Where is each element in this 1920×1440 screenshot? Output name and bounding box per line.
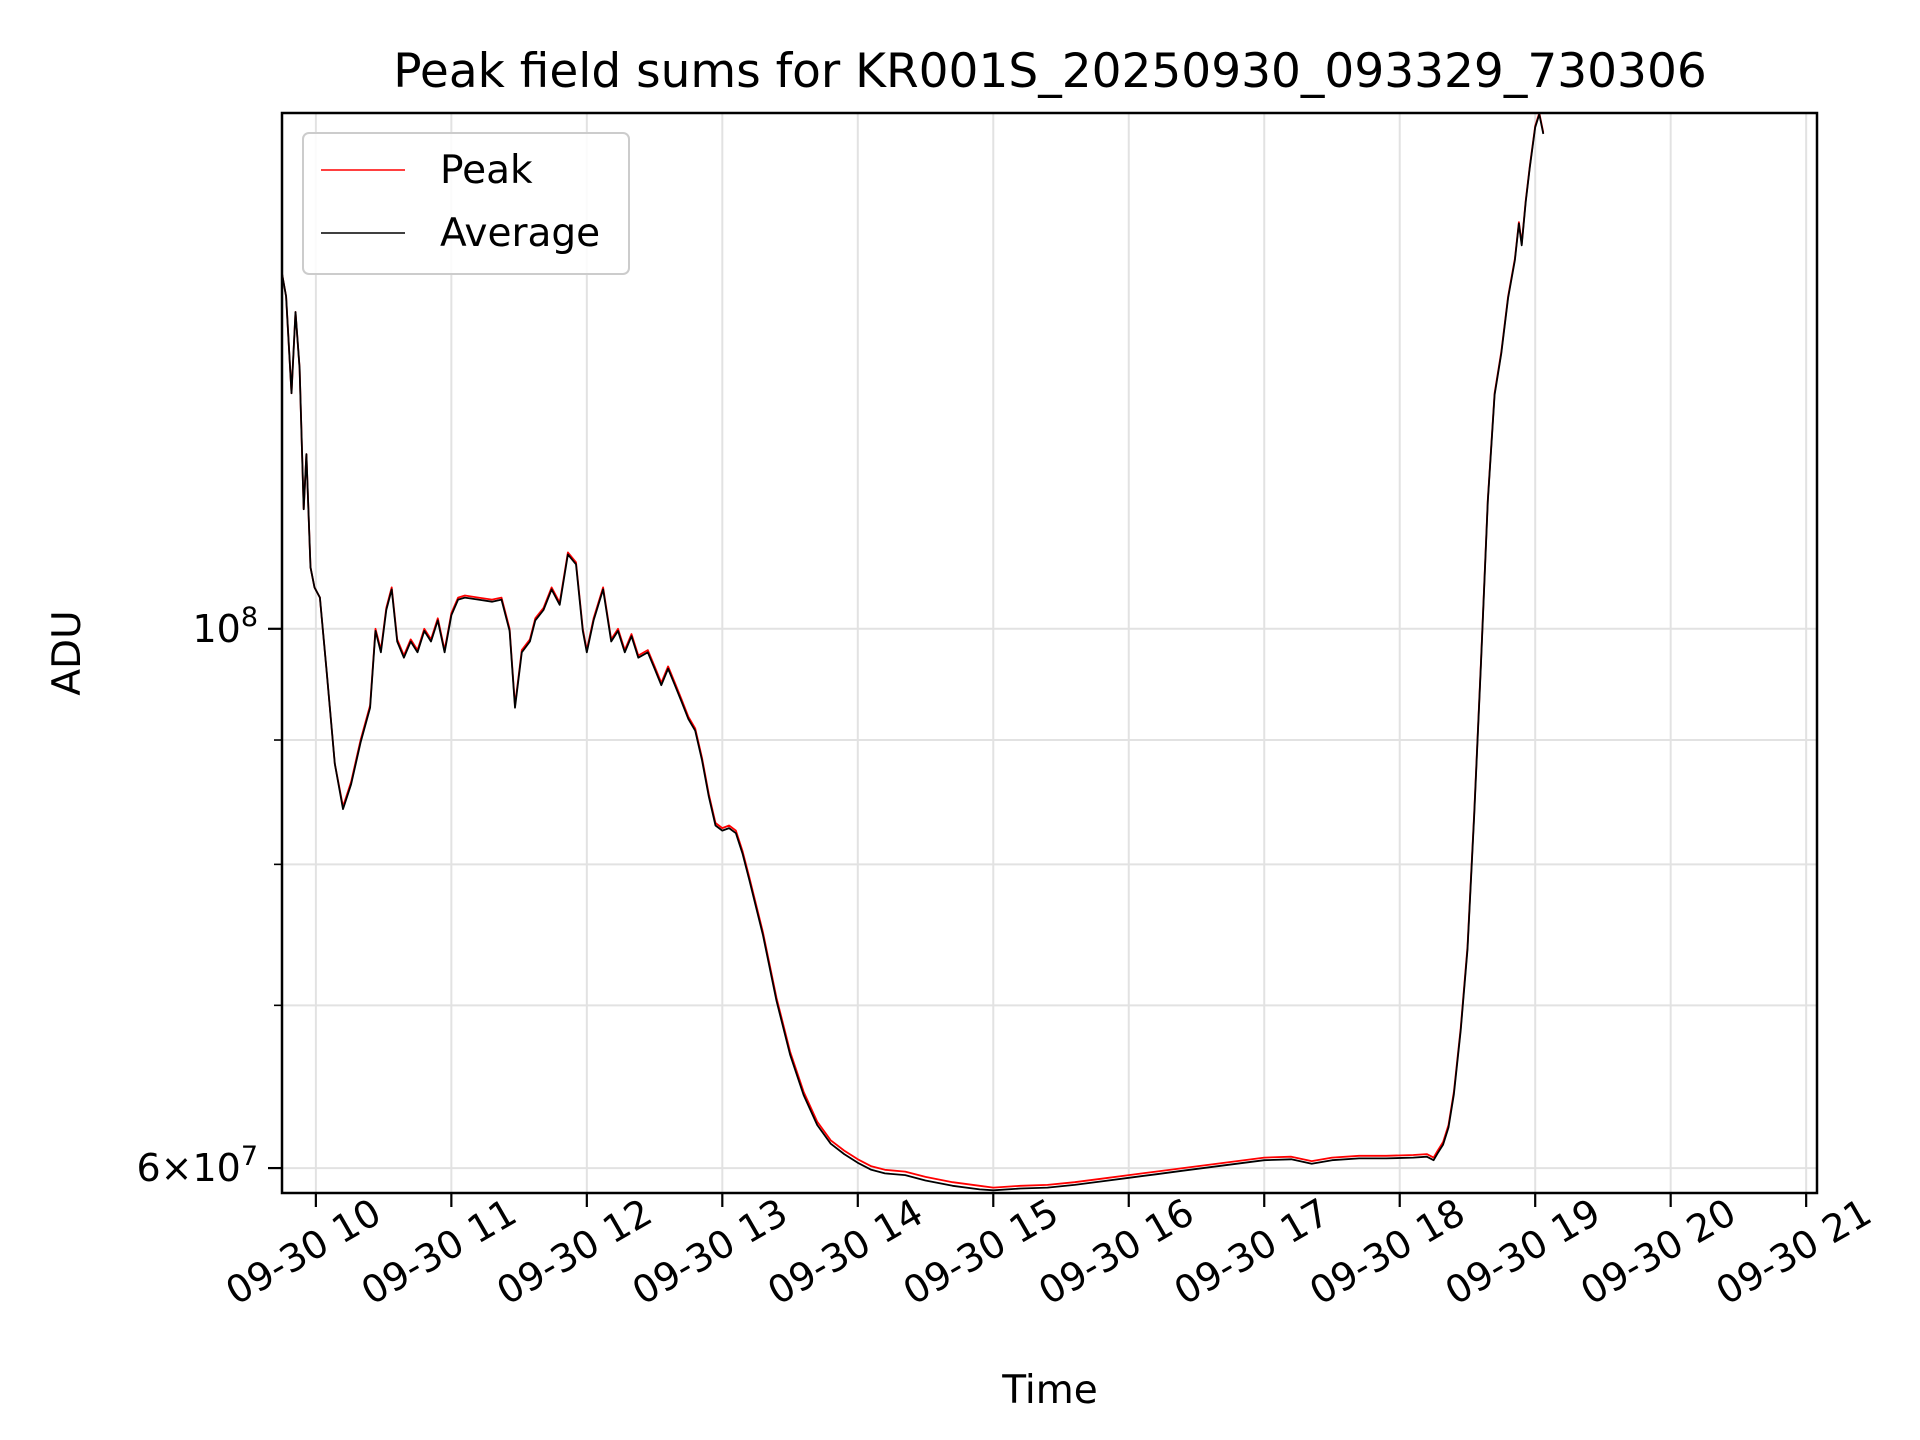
chart-title: Peak field sums for KR001S_20250930_0933…	[393, 44, 1707, 99]
plot-frame	[280, 111, 1819, 1195]
legend-box	[302, 132, 630, 275]
y-axis-label: ADU	[45, 610, 90, 695]
x-axis-label: Time	[1001, 1368, 1097, 1413]
y-tick-label: 6×107	[136, 1141, 258, 1190]
grid-layer	[282, 113, 1817, 1193]
y-tick-label: 108	[192, 602, 258, 651]
series-line-average	[281, 113, 1545, 1192]
legend-label-average: Average	[440, 211, 600, 256]
series-layer	[281, 112, 1545, 1192]
legend: Peak Average	[302, 132, 630, 275]
legend-label-peak: Peak	[440, 148, 533, 193]
